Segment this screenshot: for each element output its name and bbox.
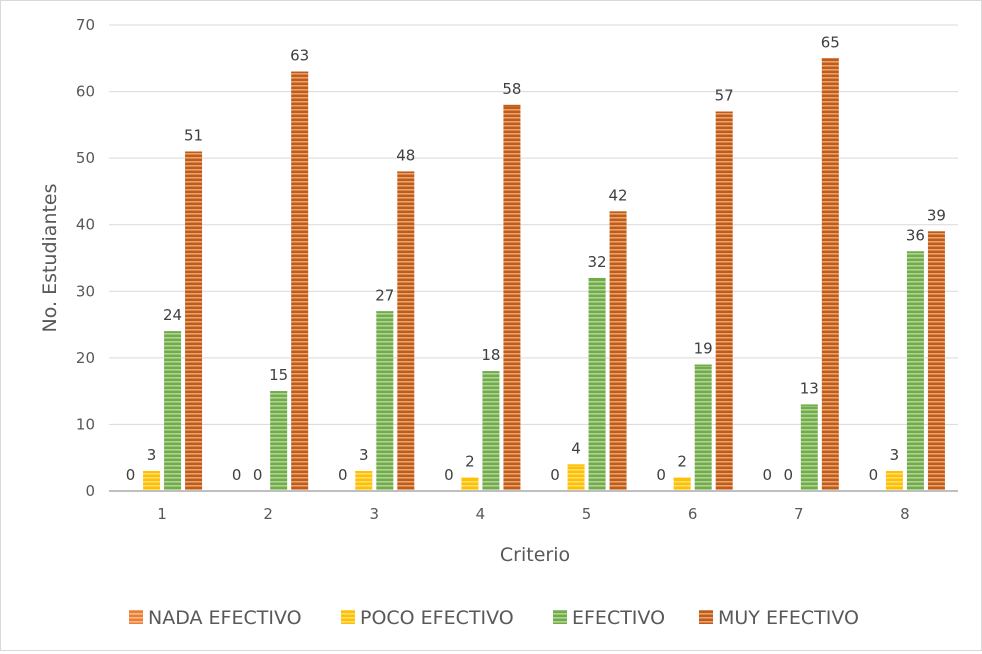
y-tick-label: 30 [76, 282, 95, 300]
x-tick-label: 4 [476, 505, 486, 523]
bar [503, 104, 521, 491]
data-label: 0 [126, 466, 136, 484]
bar [164, 331, 182, 491]
legend-swatch [699, 610, 713, 624]
y-tick-label: 50 [76, 149, 95, 167]
bar [376, 311, 394, 491]
data-label: 2 [677, 453, 687, 471]
data-label: 51 [184, 126, 203, 144]
legend-swatch [553, 610, 567, 624]
y-axis-ticks: 0 10 20 30 40 50 60 70 [76, 16, 95, 500]
bar [927, 231, 945, 491]
legend-item: POCO EFECTIVO [341, 607, 514, 629]
data-label: 39 [927, 206, 946, 224]
data-label: 27 [375, 286, 394, 304]
legend-swatch [341, 610, 355, 624]
data-label: 0 [784, 466, 794, 484]
bar [397, 171, 415, 491]
data-label: 19 [694, 340, 713, 358]
y-tick-label: 10 [76, 415, 95, 433]
bar [482, 371, 500, 491]
data-label: 0 [869, 466, 879, 484]
legend-item: NADA EFECTIVO [129, 607, 302, 629]
x-tick-label: 8 [900, 505, 910, 523]
gridlines [109, 24, 958, 425]
data-label: 0 [656, 466, 666, 484]
legend-item: MUY EFECTIVO [699, 607, 859, 629]
y-tick-label: 60 [76, 83, 95, 101]
data-label: 18 [481, 346, 500, 364]
data-label: 0 [550, 466, 560, 484]
legend-label: POCO EFECTIVO [360, 607, 514, 629]
x-axis-title: Criterio [500, 544, 570, 566]
x-tick-label: 5 [582, 505, 592, 523]
bar [609, 211, 627, 491]
bar [270, 391, 288, 491]
data-label: 0 [763, 466, 773, 484]
bars [143, 58, 945, 492]
legend-item: EFECTIVO [553, 607, 665, 629]
data-label: 3 [890, 446, 900, 464]
data-label: 57 [715, 87, 734, 105]
bar [694, 364, 712, 491]
data-label: 42 [609, 186, 628, 204]
data-label: 4 [571, 439, 581, 457]
bar [588, 277, 606, 491]
data-label: 24 [163, 306, 182, 324]
legend-swatch [129, 610, 143, 624]
data-label: 3 [147, 446, 157, 464]
y-tick-label: 0 [85, 482, 95, 500]
legend-label: MUY EFECTIVO [718, 607, 859, 629]
data-label: 3 [359, 446, 369, 464]
x-tick-label: 6 [688, 505, 698, 523]
data-label: 48 [396, 146, 415, 164]
bar [291, 71, 309, 491]
x-tick-label: 7 [794, 505, 804, 523]
bar [461, 477, 479, 491]
data-label: 63 [290, 47, 309, 65]
x-axis-ticks: 1 2 3 4 5 6 7 8 [157, 505, 909, 523]
legend-label: EFECTIVO [572, 607, 665, 629]
data-label: 15 [269, 366, 288, 384]
x-tick-label: 2 [263, 505, 273, 523]
y-tick-label: 70 [76, 16, 95, 34]
data-label: 32 [588, 253, 607, 271]
x-tick-label: 1 [157, 505, 167, 523]
bar [715, 111, 733, 492]
legend-label: NADA EFECTIVO [148, 607, 302, 629]
bar [185, 151, 203, 491]
bar [673, 477, 691, 491]
y-axis-title: No. Estudiantes [39, 183, 61, 332]
bar [885, 471, 903, 491]
bar [800, 404, 818, 491]
y-tick-label: 40 [76, 216, 95, 234]
data-label: 58 [502, 80, 521, 98]
data-label: 0 [253, 466, 263, 484]
bar [906, 251, 924, 491]
bar [567, 464, 585, 491]
data-label: 36 [906, 226, 925, 244]
data-label: 0 [444, 466, 454, 484]
data-label: 2 [465, 453, 475, 471]
bar [821, 58, 839, 492]
data-label: 0 [232, 466, 242, 484]
bar [355, 471, 373, 491]
data-label: 0 [338, 466, 348, 484]
data-label: 13 [800, 379, 819, 397]
x-tick-label: 3 [370, 505, 380, 523]
legend: NADA EFECTIVO POCO EFECTIVO EFECTIVO MUY EF… [129, 607, 859, 629]
bar [143, 471, 161, 491]
data-label: 65 [821, 33, 840, 51]
y-tick-label: 20 [76, 349, 95, 367]
